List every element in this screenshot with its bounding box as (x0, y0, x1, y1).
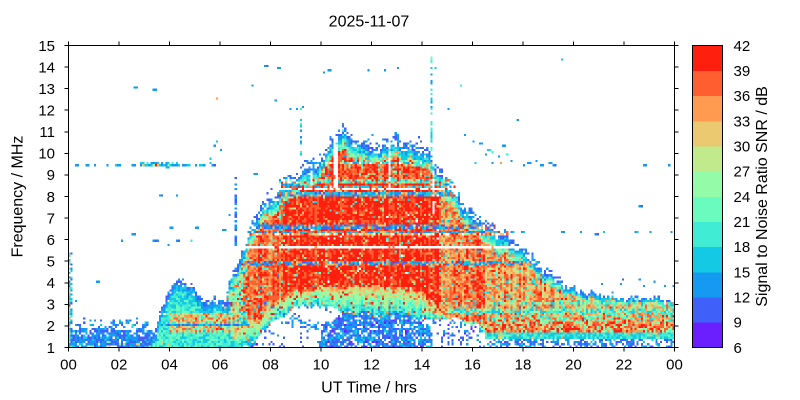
svg-text:12: 12 (363, 357, 380, 374)
svg-text:6: 6 (47, 232, 55, 249)
svg-text:36: 36 (734, 88, 751, 105)
svg-text:12: 12 (734, 290, 751, 307)
svg-text:13: 13 (38, 81, 55, 98)
svg-text:9: 9 (47, 167, 55, 184)
svg-text:18: 18 (734, 239, 751, 256)
svg-text:00: 00 (60, 357, 77, 374)
svg-text:5: 5 (47, 254, 55, 271)
svg-text:27: 27 (734, 164, 751, 181)
svg-text:6: 6 (734, 340, 742, 357)
svg-text:08: 08 (262, 357, 279, 374)
svg-text:16: 16 (464, 357, 481, 374)
svg-text:18: 18 (515, 357, 532, 374)
svg-text:00: 00 (666, 357, 683, 374)
svg-text:42: 42 (734, 38, 751, 55)
svg-text:02: 02 (111, 357, 128, 374)
svg-text:14: 14 (414, 357, 431, 374)
svg-text:04: 04 (161, 357, 178, 374)
svg-text:2025-11-07: 2025-11-07 (329, 14, 410, 31)
svg-text:15: 15 (734, 264, 751, 281)
svg-text:39: 39 (734, 63, 751, 80)
svg-text:1: 1 (47, 340, 55, 357)
svg-text:9: 9 (734, 315, 742, 332)
svg-text:Frequency / MHz: Frequency / MHz (10, 136, 27, 258)
svg-text:24: 24 (734, 189, 751, 206)
svg-text:06: 06 (212, 357, 229, 374)
svg-text:7: 7 (47, 210, 55, 227)
svg-text:3: 3 (47, 297, 55, 314)
svg-text:21: 21 (734, 214, 751, 231)
svg-text:12: 12 (38, 103, 55, 120)
svg-text:33: 33 (734, 113, 751, 130)
svg-text:10: 10 (313, 357, 330, 374)
svg-text:2: 2 (47, 318, 55, 335)
svg-text:14: 14 (38, 59, 55, 76)
svg-text:20: 20 (565, 357, 582, 374)
svg-text:30: 30 (734, 139, 751, 156)
svg-text:UT Time / hrs: UT Time / hrs (321, 380, 417, 397)
svg-text:10: 10 (38, 146, 55, 163)
svg-text:Signal to Noise Ratio SNR / dB: Signal to Noise Ratio SNR / dB (754, 86, 771, 307)
svg-text:22: 22 (616, 357, 633, 374)
svg-text:11: 11 (39, 124, 55, 141)
svg-text:4: 4 (47, 275, 55, 292)
svg-text:8: 8 (47, 189, 55, 206)
svg-text:15: 15 (38, 38, 55, 55)
